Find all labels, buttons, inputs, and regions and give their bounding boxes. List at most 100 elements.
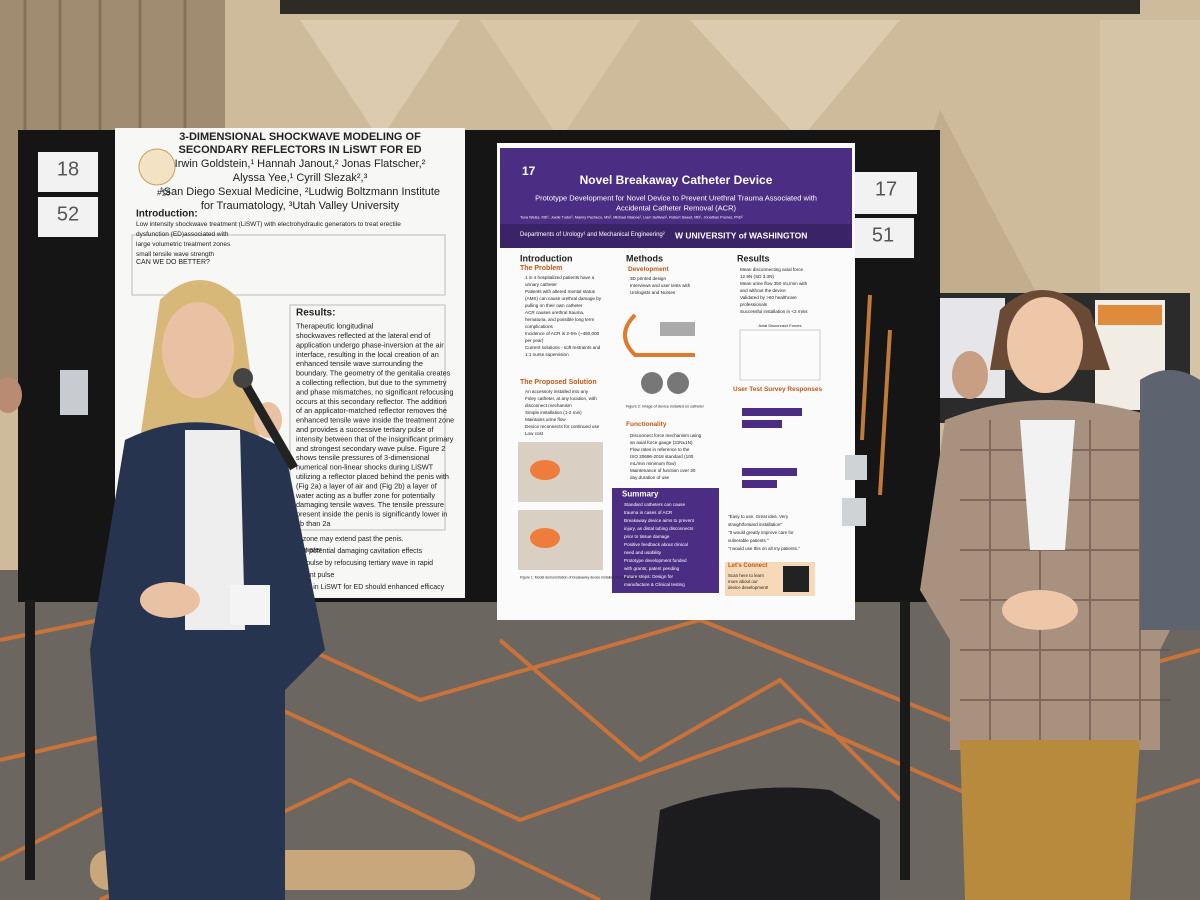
poster-text: shockwaves reflected at the lateral end … [296,331,431,340]
poster-text: (AMS) can cause urethral damage by [525,296,602,301]
poster-text: present inside the penis is significantl… [296,510,447,519]
poster-text: Let's Connect [728,563,767,569]
poster-text: and strongest secondary wave pulse. Figu… [296,444,445,453]
bystander [0,377,22,413]
poster-text: small tensile wave strength [136,251,214,258]
poster-text: (2b) water [290,547,322,554]
poster-text: damaging tensile waves. The tensile pres… [296,500,444,509]
poster-text: Methods [626,253,663,263]
card-number: 17 [875,179,897,201]
poster-text: Figure 2: Image of device installed on c… [626,404,705,408]
poster-text: "I would use this on all my patients." [728,546,800,551]
board-card [38,197,98,237]
poster-text: device development! [728,585,768,590]
poster-text: SECONDARY REFLECTORS IN LiSWT FOR ED [178,144,421,156]
jacket-pile [650,787,880,900]
poster-text: boundary. The geometry of the genitalia … [296,369,451,378]
catheter [860,294,872,441]
poster-text: enhanced tensile wave surrounding the [296,359,423,368]
poster-text: interface, resulting in the local creati… [296,350,439,359]
card-number: 52 [57,204,79,226]
poster-text: Foley catheter, at any location, with [525,396,597,401]
poster-text: 1 in 4 hospitalized patients have a [525,275,595,280]
presenter [90,280,325,900]
poster-text: prior to tissue damage [624,534,670,539]
wall-panel [690,20,900,140]
survey-bar [742,480,777,488]
poster-text: numerical non-linear shocks during LiSWT [296,463,434,472]
poster-text: The Problem [520,265,562,272]
poster-text: Axial Disconnect Forces [759,323,802,328]
board-card [852,218,914,258]
poster-logo [138,148,176,186]
poster-text: "Easy to use. Great idea. Very [728,514,789,519]
poster-text: injury, as distal tubing disconnects [624,526,694,531]
poster-text: treatment pulse [286,572,334,579]
poster-text: Interviews and user tests with [630,283,691,288]
poster-text: Scan here to learn [728,573,764,578]
poster-text: ISO 20696-2018 standard (100 [630,454,694,459]
poster-text: 12.9N (SD 3.3N) [740,274,774,279]
bystander [1140,370,1200,630]
poster-text: An accessory installed into any [525,389,589,394]
poster-text: Device reconnects for continued use [525,424,600,429]
poster-text: Validated by >60 healthcare [740,295,797,300]
poster-text: mL/min minimum flow) [630,461,676,466]
left-poster-text: #18 3-DIMENSIONAL SHOCKWAVE MODELING OFSE… [136,131,454,591]
poster-text: focal zone may extend past the penis. [286,536,404,543]
poster-text: User Test Survey Responses [733,386,822,393]
right-poster-text: 17 Novel Breakaway Catheter Device Prototy… [520,164,822,590]
sample-bag [845,455,867,480]
poster-text: 17 [522,164,536,178]
poster-text: 3-DIMENSIONAL SHOCKWAVE MODELING OF [179,131,421,143]
poster-text: Prototype Development for Novel Device t… [535,194,817,203]
poster-text: Results [737,253,770,263]
device-model [530,460,560,480]
poster-text: intensity between that of the insignific… [296,434,454,443]
device-image [641,372,663,394]
poster-text: ¹San Diego Sexual Medicine, ²Ludwig Bolt… [160,186,440,198]
survey-bar [742,408,802,416]
poster-text: Accidental Catheter Removal (ACR) [616,204,737,213]
poster-text: Flow rates in reference to the [630,447,690,452]
device-model [530,528,560,548]
poster-text: Mean disconnecting axial force [740,267,804,272]
chart-figure [739,329,821,381]
poster-text: Disconnect force mechanism using [630,433,702,438]
poster-text: "It would greatly improve care for [728,530,794,535]
poster-text: Successful installation in <2 mins [740,309,808,314]
poster-text: #18 [157,189,171,198]
poster-text: Departments of Urology¹ and Mechanical E… [520,232,665,238]
poster-text: per year) [525,338,544,343]
poster-text: CAN WE DO BETTER? [136,259,210,266]
sample-bag [60,370,88,415]
poster-text: for Traumatology, ³Utah Valley Universit… [201,200,400,212]
catheter-image [623,313,695,357]
back-poster-header [1098,305,1162,325]
bystander [952,351,988,399]
poster-text: vulnerable patients." [728,538,769,543]
board-card [38,152,98,192]
poster-text: and phase mismatches, no significant ref… [296,387,453,396]
poster-text: hematuria, and possible long term [525,317,594,322]
poster-text: W UNIVERSITY of WASHINGTON [675,230,807,240]
poster-text: Urologists and Nurses [630,290,676,295]
wall-panel [300,20,460,140]
poster-text: 2b than 2a [296,519,331,528]
poster-text: 1:1 nurse supervision [525,352,569,357]
wall-panel [480,20,640,140]
poster-text: application undergo phase-inversion at t… [296,340,444,349]
poster-text: occurs at this secondary reflector. The … [296,397,447,406]
summary-box [612,488,719,593]
board-card [855,172,917,214]
poster-text: Mean urine flow 350 mL/min with [740,281,808,286]
poster-text: Functionality [626,421,667,428]
poster-text: disconnect mechanism [525,403,572,408]
poster-text: ACR causes urethral trauma, [525,310,584,315]
poster-text: straightforward installation" [728,522,782,527]
poster-text: need and usability [624,550,662,555]
poster-text: trauma in cases of ACR [624,510,673,515]
presenter [920,290,1190,900]
